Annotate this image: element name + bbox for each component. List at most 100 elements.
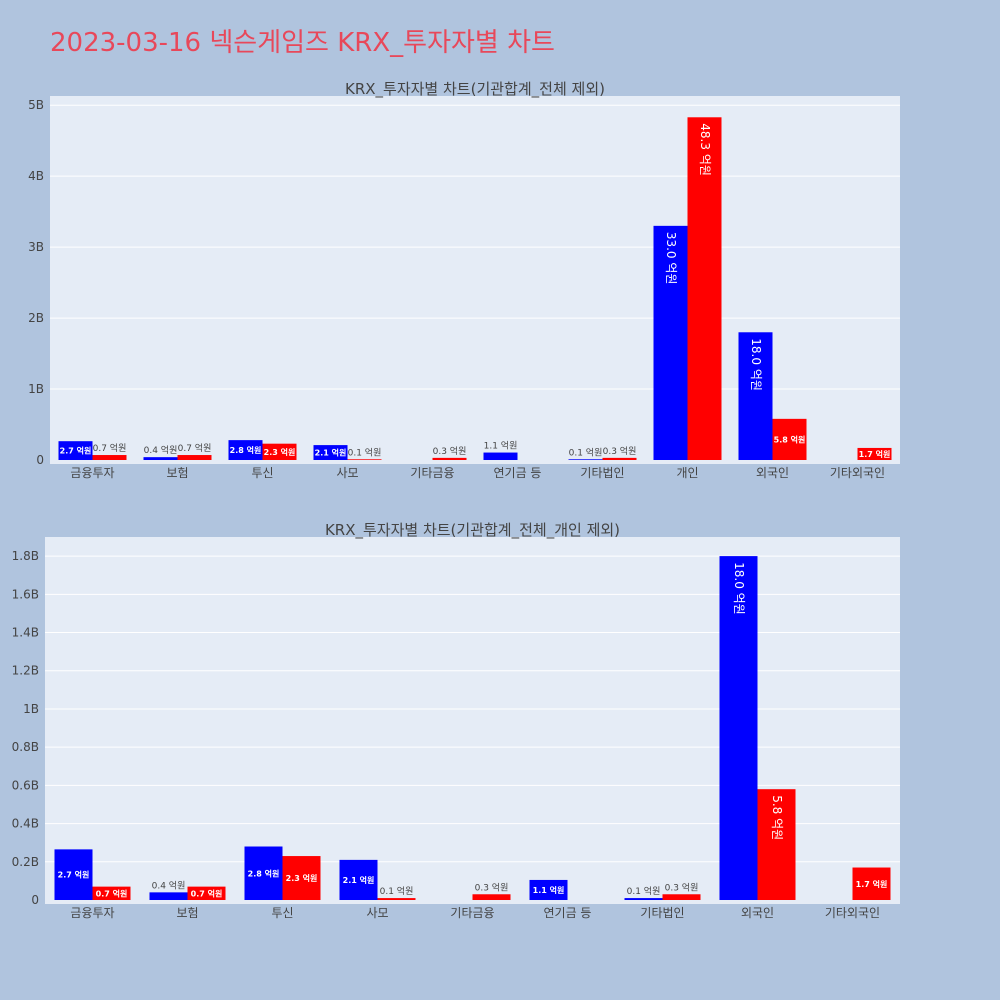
page-title: 2023-03-16 넥슨게임즈 KRX_투자자별 차트 (50, 28, 555, 58)
data-label: 2.1 억원 (343, 875, 375, 885)
y-tick-label: 5B (28, 98, 44, 112)
data-label: 2.7 억원 (60, 446, 92, 456)
x-tick-label: 연기금 등 (494, 466, 542, 480)
bar (624, 898, 663, 900)
bar (92, 455, 127, 460)
data-label: 1.1 억원 (484, 440, 518, 452)
bar (852, 867, 891, 900)
x-tick-label: 외국인 (756, 466, 789, 480)
bar (857, 447, 892, 460)
y-tick-label: 3B (28, 240, 44, 254)
data-label: 0.1 억원 (380, 885, 414, 897)
y-tick-label: 4B (28, 169, 44, 183)
x-tick-label: 기타법인 (640, 906, 684, 920)
bar (602, 457, 637, 460)
data-label: 0.4 억원 (152, 879, 186, 891)
data-label: 1.1 억원 (533, 885, 565, 895)
data-label: 0.3 억원 (433, 445, 467, 457)
x-tick-label: 금융투자 (70, 466, 114, 480)
chart-title: KRX_투자자별 차트(기관합계_전체 제외) (345, 80, 605, 99)
bar (472, 894, 511, 900)
data-label: 2.7 억원 (58, 870, 90, 880)
chart-title: KRX_투자자별 차트(기관합계_전체_개인 제외) (325, 521, 620, 540)
data-label: 0.7 억원 (191, 888, 223, 898)
y-tick-label: 2B (28, 311, 44, 325)
chart-1: 0 1B 2B 3B 4B 5B KRX_투자자별 차트(기관합계_전체 제외) 금융투자 2.… (28, 80, 900, 480)
bar (772, 418, 807, 460)
y-tick-label: 1.4B (12, 626, 39, 640)
bar (262, 443, 297, 460)
x-tick-label: 기타외국인 (825, 906, 880, 920)
bar (187, 886, 226, 900)
bar (719, 556, 758, 900)
data-label: 2.3 억원 (286, 873, 318, 883)
bar (228, 440, 263, 460)
x-tick-label: 외국인 (741, 906, 774, 920)
bar (377, 898, 416, 900)
bar (432, 457, 467, 460)
x-tick-label: 보험 (166, 466, 188, 480)
data-label: 0.7 억원 (178, 442, 212, 454)
x-tick-label: 보험 (176, 906, 198, 920)
y-tick-label: 0.8B (12, 740, 39, 754)
data-label: 2.3 억원 (264, 447, 296, 457)
bar (58, 441, 93, 460)
y-tick-label: 0 (31, 893, 39, 907)
bar (177, 455, 212, 460)
bar (143, 457, 178, 460)
x-tick-label: 투신 (271, 906, 293, 920)
y-tick-label: 0.6B (12, 778, 39, 792)
bar (149, 892, 188, 900)
data-label: 0.1 억원 (348, 446, 382, 458)
data-label: 0.4 억원 (144, 444, 178, 456)
x-tick-label: 기타금융 (410, 466, 454, 480)
x-tick-label: 개인 (676, 466, 698, 480)
x-tick-label: 기타금융 (450, 906, 494, 920)
data-label: 5.8 억원 (770, 795, 784, 840)
data-label: 33.0 억원 (664, 232, 678, 285)
data-label: 0.7 억원 (96, 888, 128, 898)
bar (347, 459, 382, 460)
data-label: 2.8 억원 (248, 868, 280, 878)
data-label: 18.0 억원 (732, 562, 746, 615)
bar (282, 856, 321, 900)
y-tick-label: 0.4B (12, 817, 39, 831)
bar (687, 117, 722, 460)
x-tick-label: 사모 (336, 466, 358, 480)
x-tick-label: 사모 (366, 906, 388, 920)
bar (483, 452, 518, 460)
bar (92, 886, 131, 900)
y-tick-label: 0.2B (12, 855, 39, 869)
y-tick-label: 0 (36, 453, 44, 467)
x-tick-label: 연기금 등 (544, 906, 592, 920)
bar (738, 332, 773, 460)
x-tick-label: 투신 (251, 466, 273, 480)
data-label: 2.1 억원 (315, 448, 347, 458)
data-label: 1.7 억원 (859, 449, 891, 459)
data-label: 0.7 억원 (93, 442, 127, 454)
bar (662, 894, 701, 900)
x-tick-label: 기타법인 (580, 466, 624, 480)
bar (653, 225, 688, 460)
data-label: 0.1 억원 (569, 446, 603, 458)
bar (757, 789, 796, 900)
data-label: 0.3 억원 (665, 881, 699, 893)
bar (244, 846, 283, 900)
y-tick-label: 1B (28, 382, 44, 396)
x-tick-label: 금융투자 (70, 906, 114, 920)
bar (313, 445, 348, 460)
x-tick-label: 기타외국인 (830, 466, 885, 480)
y-tick-label: 1B (23, 702, 39, 716)
y-tick-label: 1.8B (12, 549, 39, 563)
data-label: 0.1 억원 (627, 885, 661, 897)
data-label: 0.3 억원 (475, 881, 509, 893)
bar (568, 459, 603, 460)
chart-2: 0 0.2B 0.4B 0.6B 0.8B 1B 1.2B 1.4B 1.6B 1.8B KRX_투… (12, 521, 900, 920)
bar (54, 849, 93, 900)
data-label: 5.8 억원 (774, 434, 806, 444)
y-tick-label: 1.2B (12, 664, 39, 678)
data-label: 48.3 억원 (698, 123, 712, 176)
data-label: 2.8 억원 (230, 445, 262, 455)
data-label: 18.0 억원 (749, 338, 763, 391)
